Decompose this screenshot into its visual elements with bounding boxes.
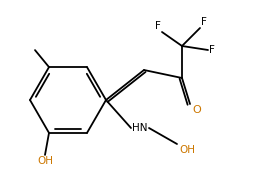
Text: OH: OH bbox=[179, 145, 195, 155]
Text: OH: OH bbox=[37, 156, 53, 166]
Text: HN: HN bbox=[132, 123, 147, 133]
Text: F: F bbox=[201, 17, 207, 27]
Text: O: O bbox=[192, 105, 201, 115]
Text: F: F bbox=[209, 45, 215, 55]
Text: F: F bbox=[155, 21, 161, 31]
